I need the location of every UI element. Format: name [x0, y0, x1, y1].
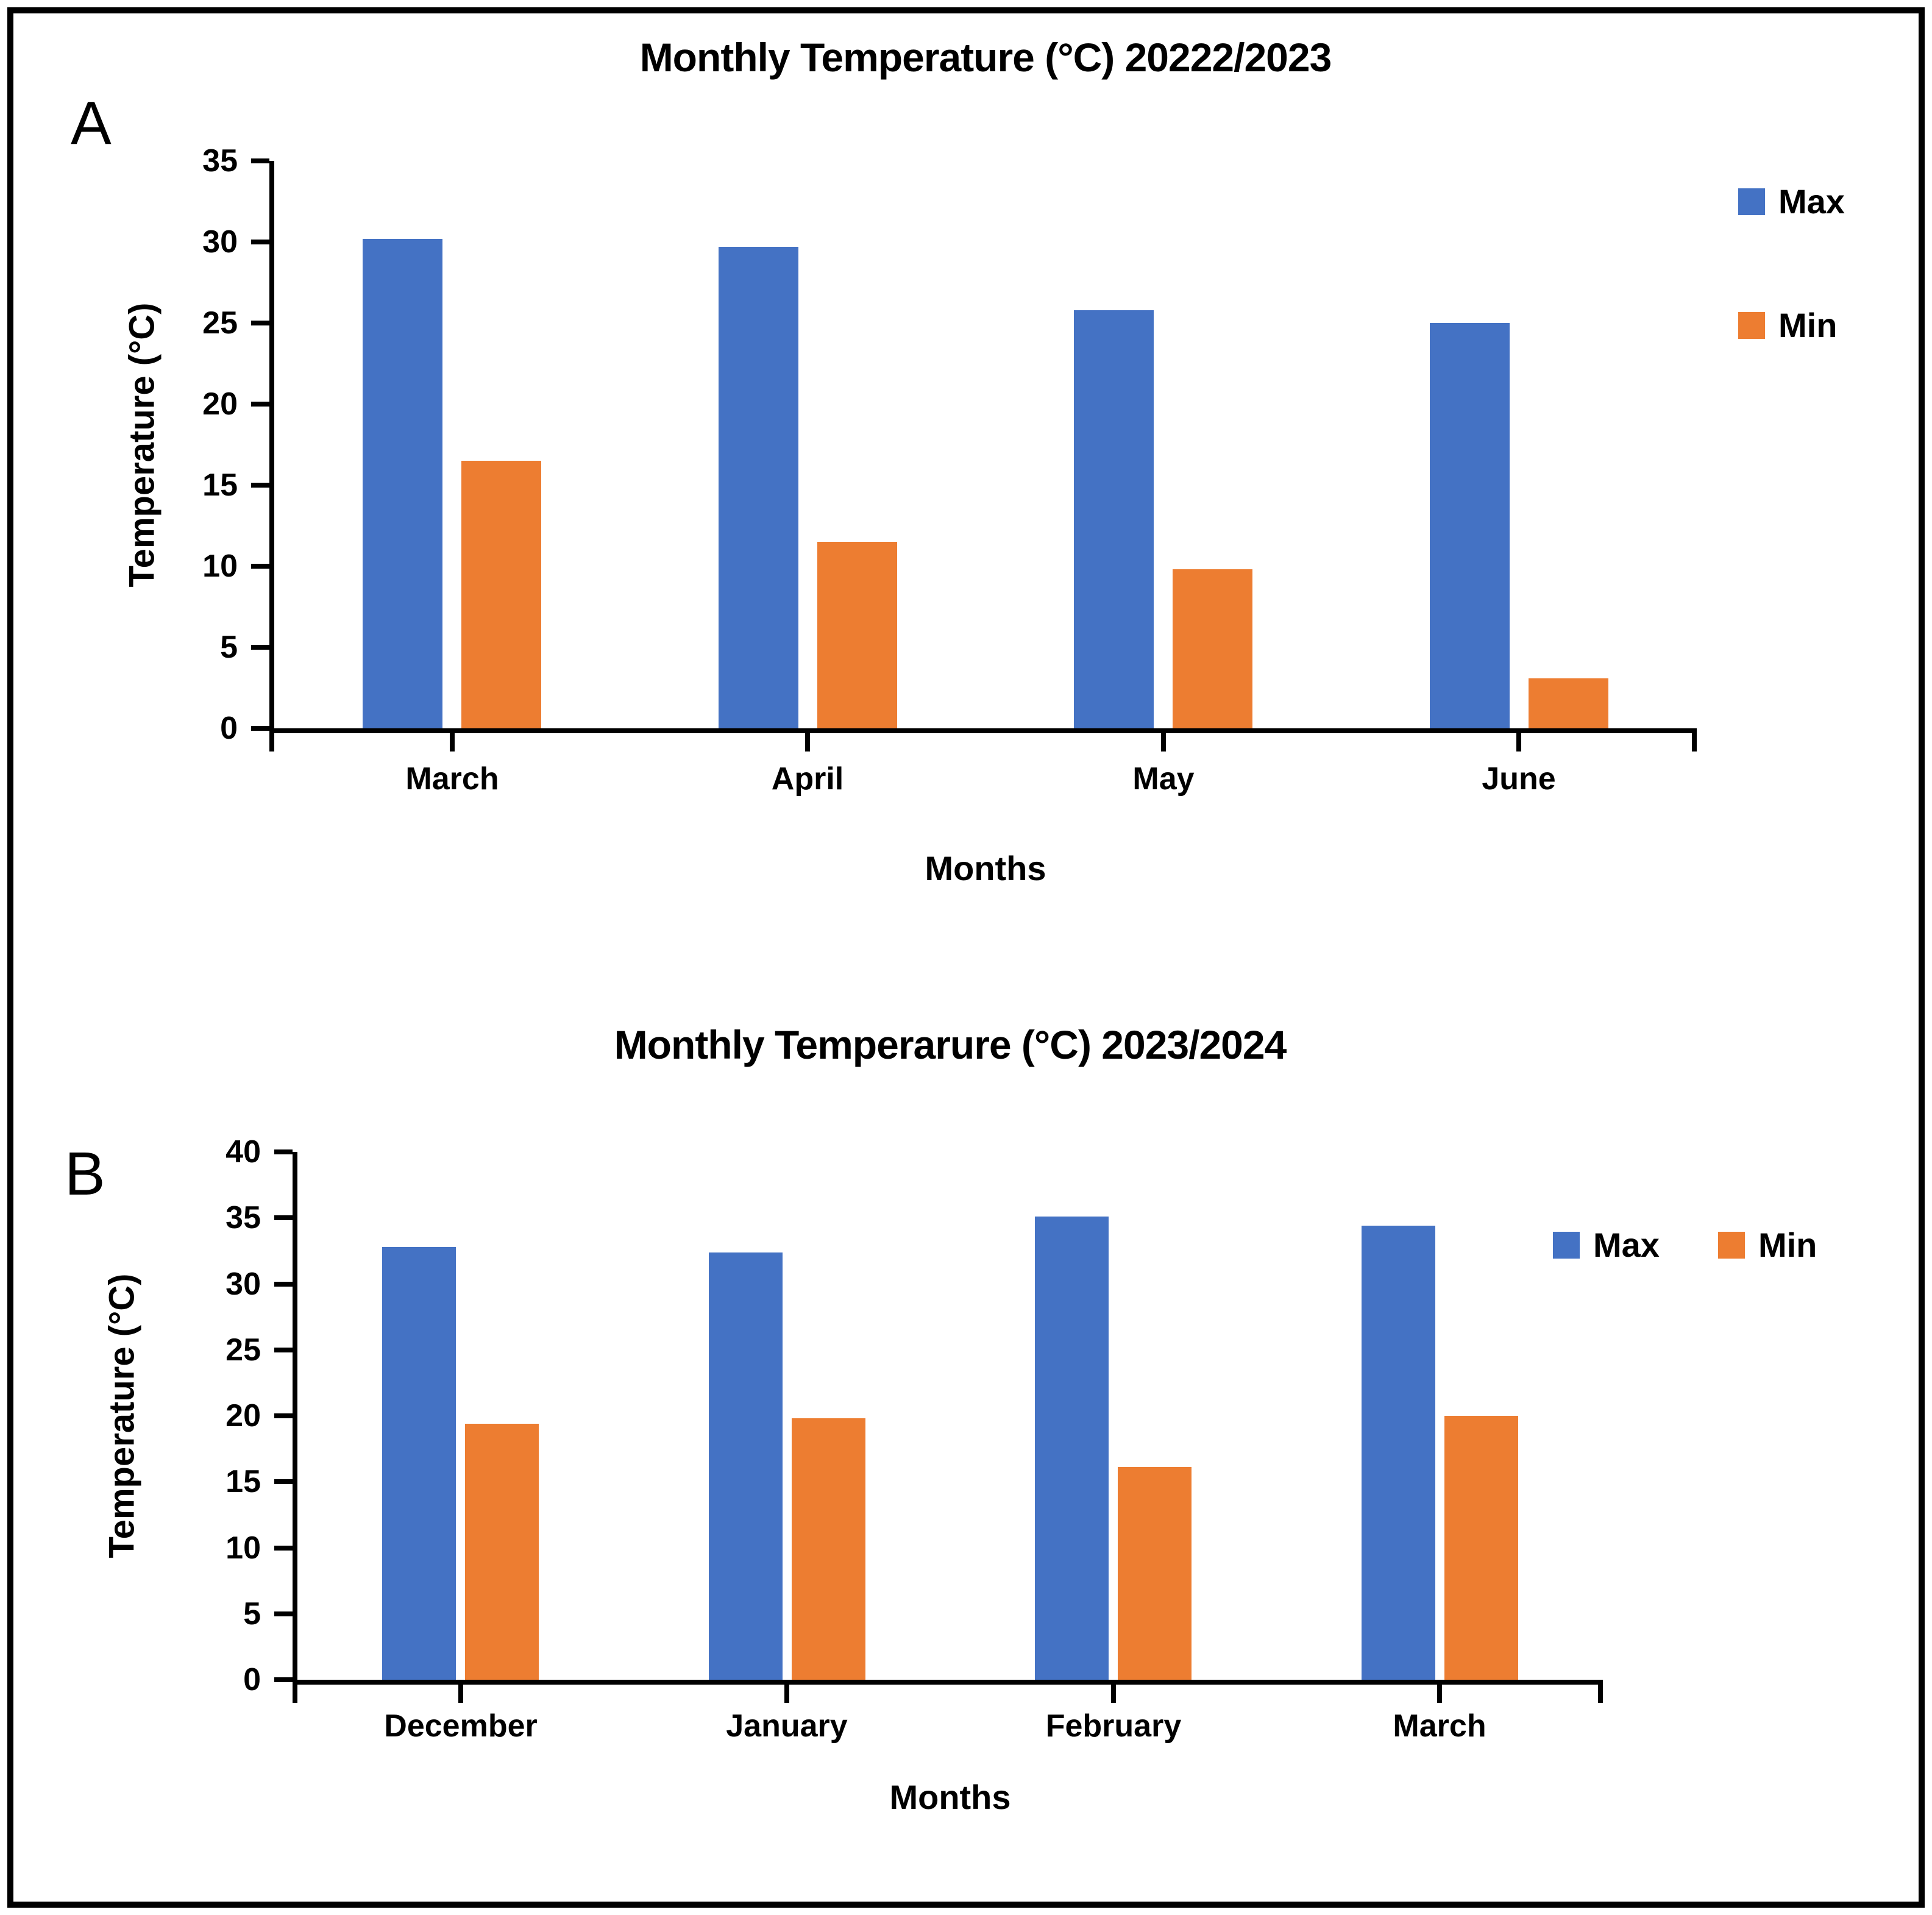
min-series-swatch-icon: [1738, 311, 1765, 339]
legend-label-max: Max: [1593, 1226, 1660, 1264]
chart-b-y-tick: [274, 1149, 293, 1154]
bar-b-march-max: [1362, 1226, 1435, 1680]
chart-b-y-tick-label: 0: [243, 1662, 261, 1697]
chart-a-y-tick: [251, 726, 269, 731]
chart-a-category-label: May: [1132, 761, 1195, 797]
bar-a-april-max: [719, 247, 798, 728]
chart-b-y-tick: [274, 1677, 293, 1682]
chart-a-y-axis: [269, 161, 274, 751]
panel-b-letter: B: [65, 1140, 105, 1208]
bar-a-june-min: [1529, 678, 1608, 728]
chart-b-x-tick: [1437, 1685, 1442, 1703]
bar-b-january-min: [792, 1418, 865, 1680]
chart-b-category-label: February: [1045, 1708, 1182, 1744]
chart-b-x-axis-title: Months: [889, 1778, 1011, 1816]
chart-a-y-axis-title: Temperature (°C): [122, 302, 162, 588]
chart-b-x-tick: [784, 1685, 789, 1703]
chart-a-y-tick-label: 30: [202, 224, 238, 260]
chart-b-y-tick-label: 35: [226, 1200, 261, 1235]
chart-b-y-tick: [274, 1413, 293, 1418]
chart-a-x-tick: [1161, 733, 1166, 751]
chart-a-y-tick-label: 0: [220, 711, 238, 746]
bar-a-may-min: [1173, 569, 1252, 728]
chart-b-y-tick: [274, 1611, 293, 1616]
bar-b-january-max: [709, 1252, 783, 1680]
chart-a-x-tick: [1516, 733, 1521, 751]
chart-b-x-axis: [293, 1680, 1603, 1685]
chart-a-category-label: March: [405, 761, 499, 797]
chart-a-legend-min: Min: [1738, 305, 1845, 345]
chart-b-y-tick-label: 15: [226, 1464, 261, 1499]
chart-a-y-tick-label: 5: [220, 630, 238, 665]
legend-label-max: Max: [1778, 182, 1845, 221]
chart-b-y-tick: [274, 1215, 293, 1220]
bar-b-february-max: [1035, 1217, 1109, 1680]
min-series-swatch-icon: [1717, 1231, 1745, 1259]
chart-a-y-tick: [251, 240, 269, 244]
legend-label-min: Min: [1778, 306, 1838, 344]
chart-a-y-tick-label: 35: [202, 143, 238, 179]
bar-b-december-min: [465, 1424, 539, 1680]
chart-a-y-tick-label: 20: [202, 386, 238, 422]
bar-a-march-min: [461, 461, 541, 728]
chart-a-x-axis: [269, 728, 1697, 733]
chart-a-y-tick-label: 15: [202, 467, 238, 503]
legend-label-min: Min: [1758, 1226, 1817, 1264]
chart-b-y-tick: [274, 1282, 293, 1287]
max-series-swatch-icon: [1738, 188, 1765, 215]
chart-b-category-label: December: [384, 1708, 538, 1744]
chart-b-x-tick: [1111, 1685, 1116, 1703]
chart-b-y-tick-label: 10: [226, 1530, 261, 1566]
chart-b-y-tick: [274, 1546, 293, 1551]
chart-a-category-label: June: [1482, 761, 1556, 797]
chart-a-x-axis-title: Months: [925, 849, 1046, 887]
chart-b-legend-max: Max: [1553, 1225, 1660, 1265]
chart-a-y-tick: [251, 645, 269, 650]
chart-b-y-tick-label: 30: [226, 1267, 261, 1302]
chart-b-legend-min: Min: [1717, 1225, 1817, 1265]
chart-b-title: Monthly Temperarure (°C) 2023/2024: [614, 1022, 1287, 1067]
chart-a-category-label: April: [771, 761, 844, 797]
chart-b-category-label: January: [726, 1708, 848, 1744]
bar-b-march-min: [1444, 1416, 1518, 1680]
chart-b-y-tick: [274, 1479, 293, 1484]
chart-a-y-tick-label: 10: [202, 549, 238, 584]
chart-b-y-axis: [293, 1152, 297, 1703]
chart-a-y-tick: [251, 321, 269, 325]
chart-b-x-tick: [458, 1685, 463, 1703]
max-series-swatch-icon: [1553, 1231, 1580, 1259]
chart-b-category-label: March: [1393, 1708, 1486, 1744]
chart-a-x-tick: [450, 733, 455, 751]
chart-b-y-tick-label: 20: [226, 1398, 261, 1434]
chart-b-y-tick-label: 40: [226, 1134, 261, 1170]
bar-a-march-max: [363, 239, 442, 728]
chart-a-y-tick: [251, 483, 269, 488]
chart-b-y-tick-label: 5: [243, 1596, 261, 1632]
chart-b-legend: Max Min: [1553, 1225, 1817, 1265]
chart-a-y-tick: [251, 402, 269, 407]
bar-a-may-max: [1074, 310, 1154, 728]
chart-a-legend-max: Max: [1738, 182, 1845, 221]
chart-b-y-tick: [274, 1348, 293, 1352]
chart-a-title: Monthly Temperature (°C) 20222/2023: [639, 35, 1332, 80]
chart-a-y-tick-label: 25: [202, 305, 238, 341]
chart-b-y-tick-label: 25: [226, 1332, 261, 1368]
chart-a-y-tick: [251, 158, 269, 163]
chart-b-x-axis-end-tick: [1598, 1685, 1603, 1703]
chart-a-x-tick: [805, 733, 810, 751]
chart-a-x-axis-end-tick: [1692, 733, 1697, 751]
bar-a-april-min: [817, 542, 897, 728]
chart-a-legend: Max Min: [1738, 182, 1845, 345]
bar-a-june-max: [1430, 323, 1510, 728]
bar-b-february-min: [1118, 1467, 1192, 1680]
chart-a-y-tick: [251, 564, 269, 569]
panel-a-letter: A: [71, 89, 112, 157]
bar-b-december-max: [382, 1247, 456, 1680]
